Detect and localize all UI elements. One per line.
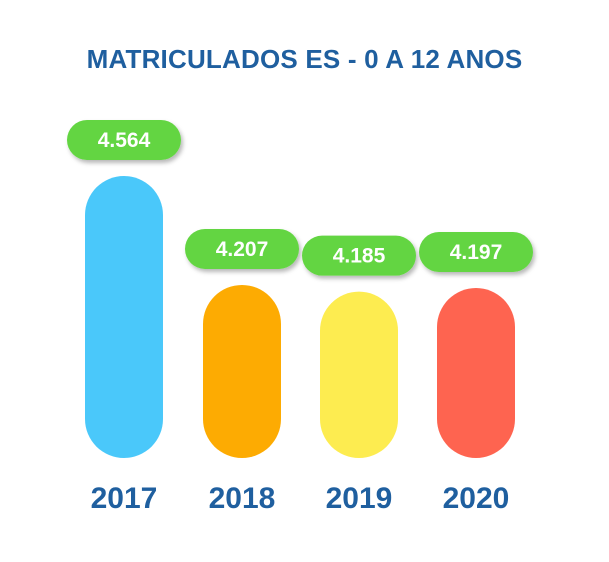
value-badge-2017: 4.564 [67,120,181,160]
chart-title: MATRICULADOS ES - 0 A 12 ANOS [86,44,523,74]
category-label-2017: 2017 [91,482,158,515]
value-badge-bg [67,120,181,160]
category-label-2018: 2018 [209,482,276,515]
category-labels-layer: 2017 2018 2019 2020 [91,482,510,515]
value-badge-2018: 4.207 [185,228,299,269]
value-badge-2019: 4.185 [302,235,416,276]
value-badge-bg [302,235,416,276]
category-label-2019: 2019 [326,482,393,515]
value-label-2020: 4.197 [450,241,503,264]
category-label-2020: 2020 [443,482,510,515]
bar-2017 [85,176,163,458]
value-labels-layer: 4.564 4.207 4.185 4.197 [67,120,533,276]
value-badge-bg [419,232,533,273]
bar-2020 [437,288,515,458]
bar-2018 [203,284,281,458]
value-label-2018: 4.207 [216,238,269,261]
value-badge-2020: 4.197 [419,232,533,273]
value-label-2019: 4.185 [333,245,386,268]
bar-2019 [320,291,398,458]
bars-layer [85,176,515,458]
value-label-2017: 4.564 [98,129,151,152]
value-badge-bg [185,228,299,269]
